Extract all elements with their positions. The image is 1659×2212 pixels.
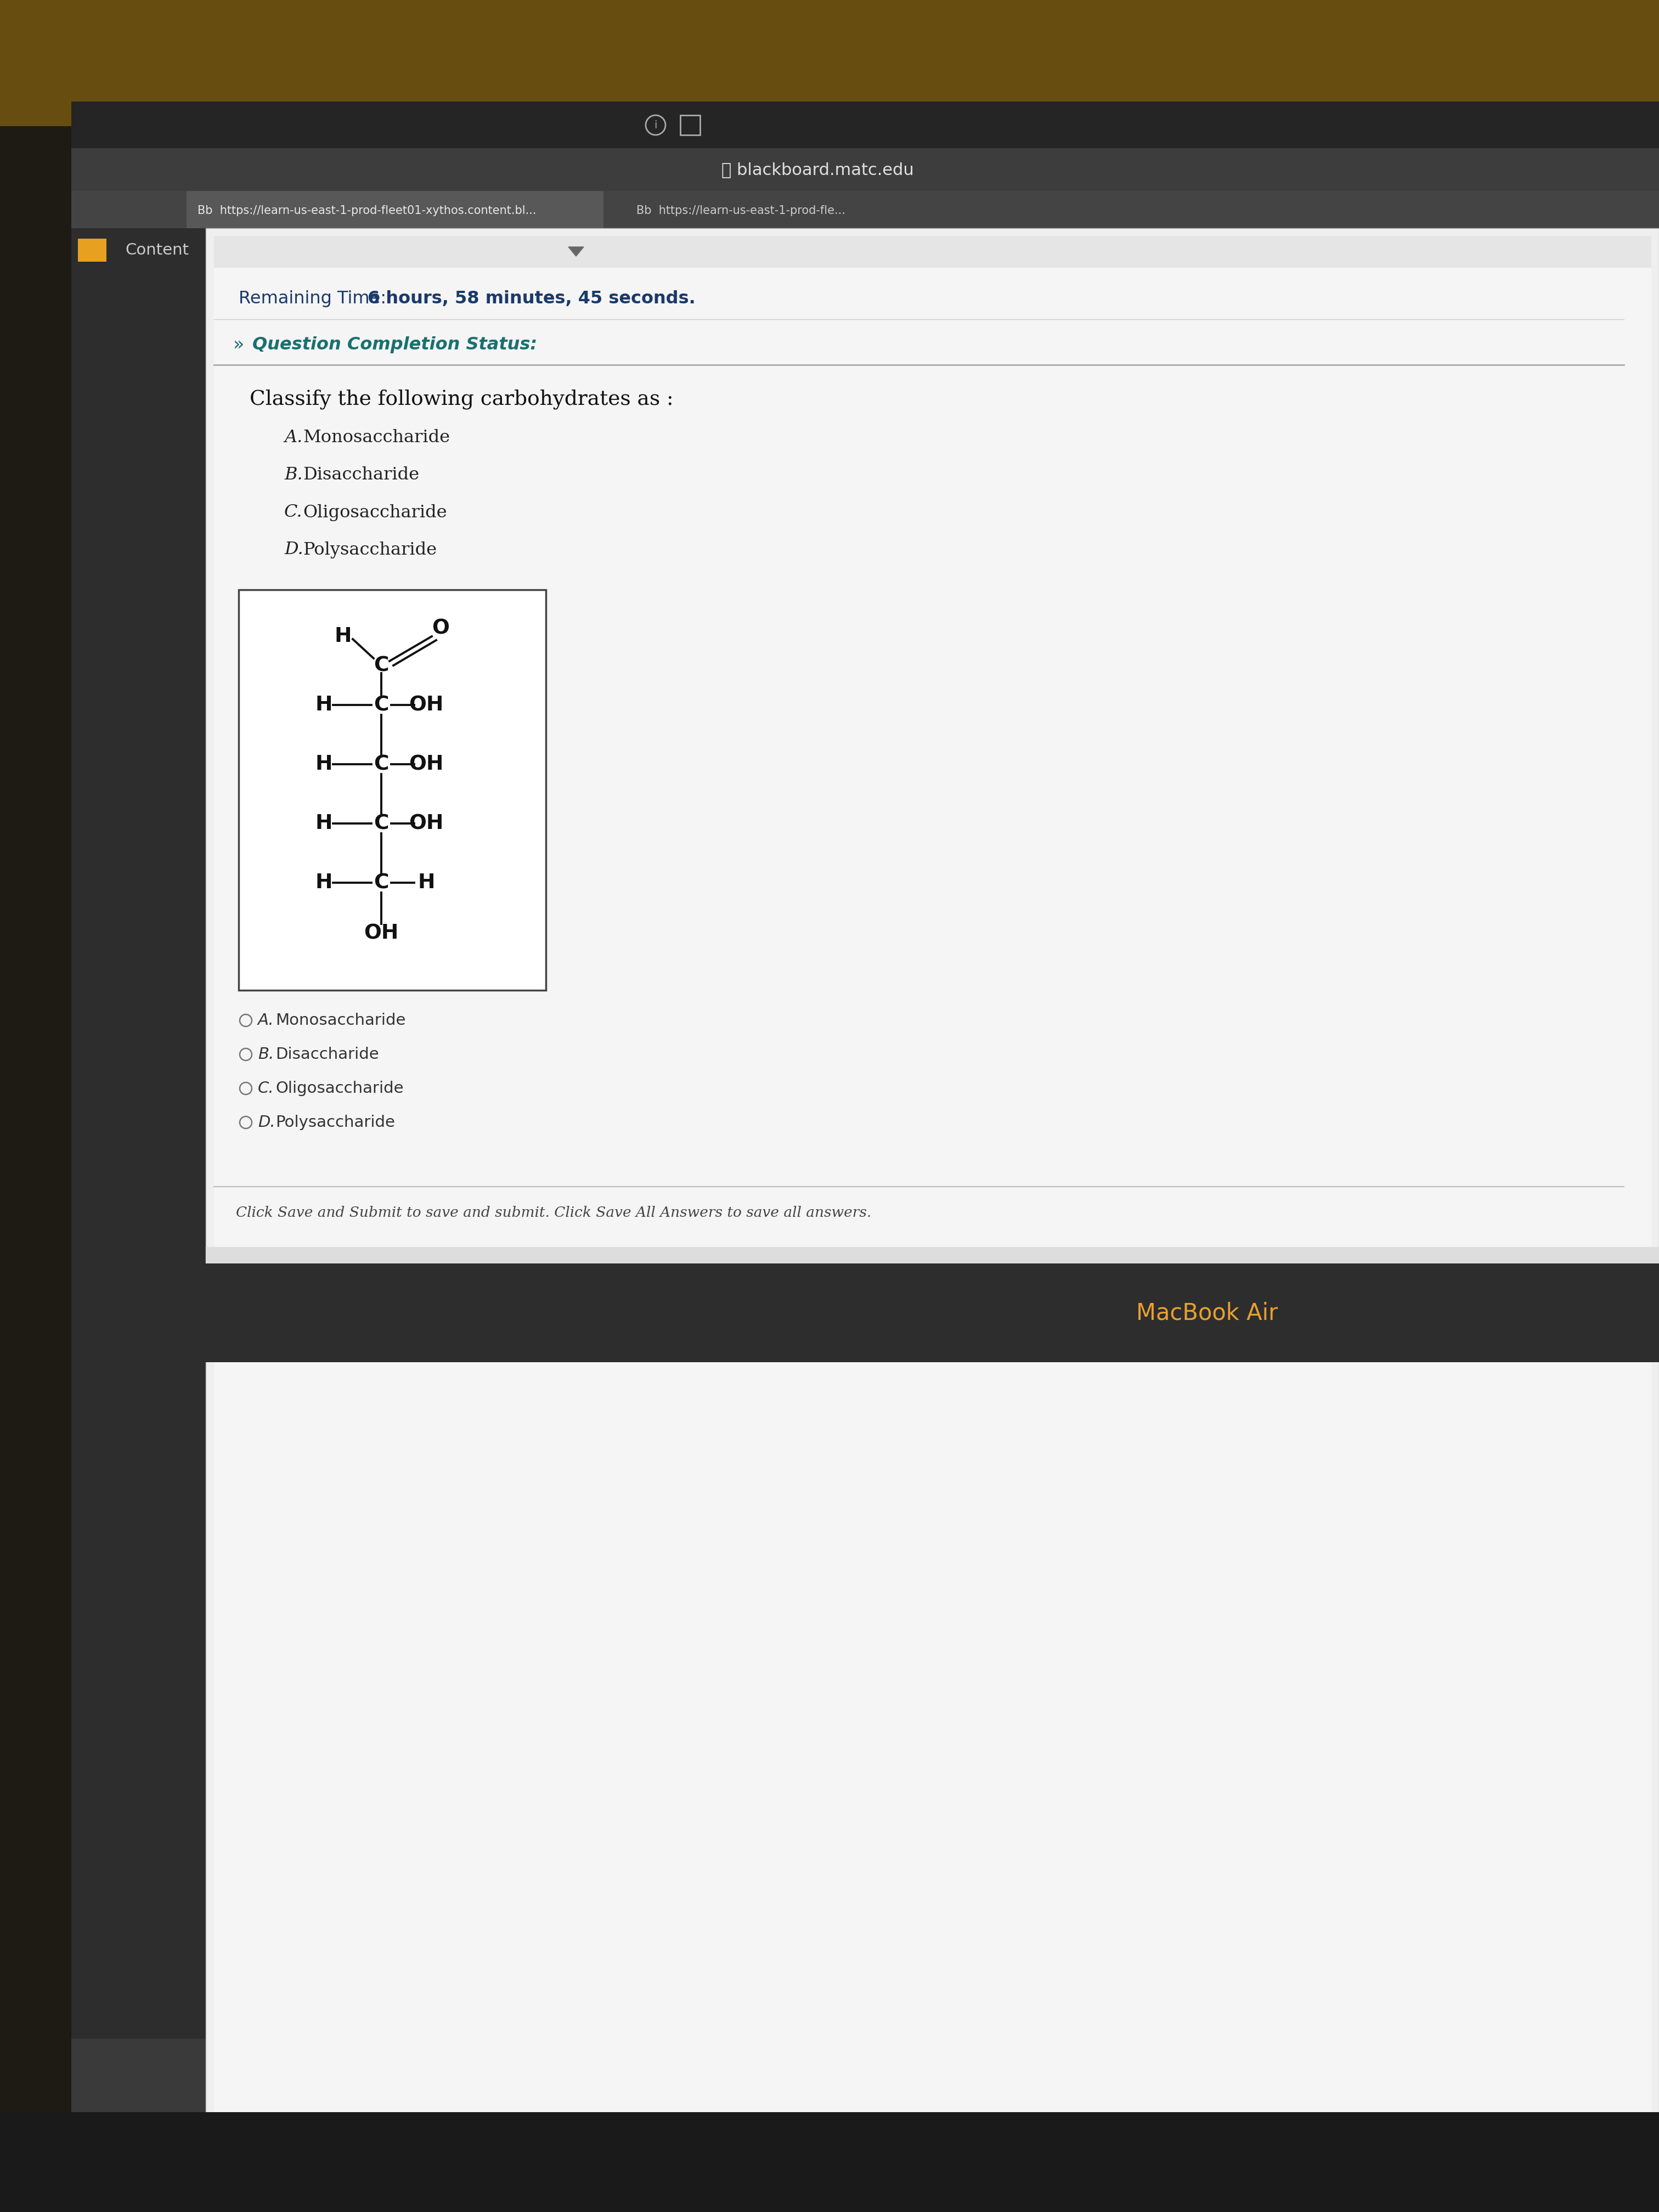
Text: Classify the following carbohydrates as :: Classify the following carbohydrates as … [249, 389, 674, 409]
Text: C.: C. [257, 1082, 274, 1097]
Bar [71, 1263, 1659, 1363]
Text: OH: OH [408, 695, 443, 714]
Text: Bb  https://learn-us-east-1-prod-fleet01-xythos.content.bl...: Bb https://learn-us-east-1-prod-fleet01-… [197, 206, 536, 217]
Text: H: H [315, 754, 332, 774]
Text: »: » [234, 336, 251, 354]
Bar [214, 237, 1651, 2174]
Text: Polysaccharide: Polysaccharide [275, 1115, 395, 1130]
Text: Monosaccharide: Monosaccharide [275, 1013, 406, 1029]
Text: C.: C. [284, 504, 302, 520]
Text: Monosaccharide: Monosaccharide [304, 429, 450, 447]
Bar [0, 0, 1659, 126]
Bar [206, 1248, 1659, 1263]
Text: Oligosaccharide: Oligosaccharide [275, 1082, 403, 1097]
Bar [0, 2112, 1659, 2212]
Text: Question Completion Status:: Question Completion Status: [252, 336, 538, 354]
Text: B.: B. [257, 1046, 274, 1062]
Text: D.: D. [284, 542, 304, 557]
Text: C: C [373, 754, 388, 774]
Bar [71, 228, 206, 2039]
Text: C: C [373, 874, 388, 894]
Text: Polysaccharide: Polysaccharide [304, 542, 436, 557]
Text: OH: OH [363, 925, 398, 945]
Bar [71, 190, 1659, 228]
Text: C: C [373, 814, 388, 834]
Text: C: C [373, 655, 388, 675]
Bar [680, 115, 700, 135]
Bar [206, 228, 1659, 2181]
Text: Click Save and Submit to save and submit. Click Save All Answers to save all ans: Click Save and Submit to save and submit… [236, 1206, 871, 1219]
Bar [71, 148, 1659, 190]
Text: A.: A. [284, 429, 302, 447]
Text: Disaccharide: Disaccharide [275, 1046, 378, 1062]
Bar [186, 190, 604, 228]
Bar [71, 102, 1659, 148]
Text: Bb  https://learn-us-east-1-prod-fle...: Bb https://learn-us-east-1-prod-fle... [637, 206, 846, 217]
Text: H: H [333, 626, 352, 646]
Text: i: i [654, 119, 657, 131]
Polygon shape [569, 248, 584, 257]
Text: B.: B. [284, 467, 302, 484]
Text: 6 hours, 58 minutes, 45 seconds.: 6 hours, 58 minutes, 45 seconds. [368, 290, 695, 307]
Bar [78, 239, 106, 261]
Text: Content: Content [124, 243, 189, 259]
Text: Disaccharide: Disaccharide [304, 467, 420, 484]
Text: MacBook Air: MacBook Air [1136, 1301, 1277, 1325]
Text: O: O [431, 619, 450, 637]
Text: H: H [315, 695, 332, 714]
Text: 🔒 blackboard.matc.edu: 🔒 blackboard.matc.edu [722, 161, 914, 177]
Text: D.: D. [257, 1115, 275, 1130]
Bar [214, 237, 1651, 268]
Text: H: H [418, 874, 435, 894]
Text: Oligosaccharide: Oligosaccharide [304, 504, 446, 520]
Text: OH: OH [408, 814, 443, 834]
Text: C: C [373, 695, 388, 714]
Text: H: H [315, 874, 332, 894]
Bar [239, 591, 546, 991]
Text: OH: OH [408, 754, 443, 774]
Text: H: H [315, 814, 332, 834]
Text: A.: A. [257, 1013, 274, 1029]
Text: Remaining Time:: Remaining Time: [239, 290, 392, 307]
